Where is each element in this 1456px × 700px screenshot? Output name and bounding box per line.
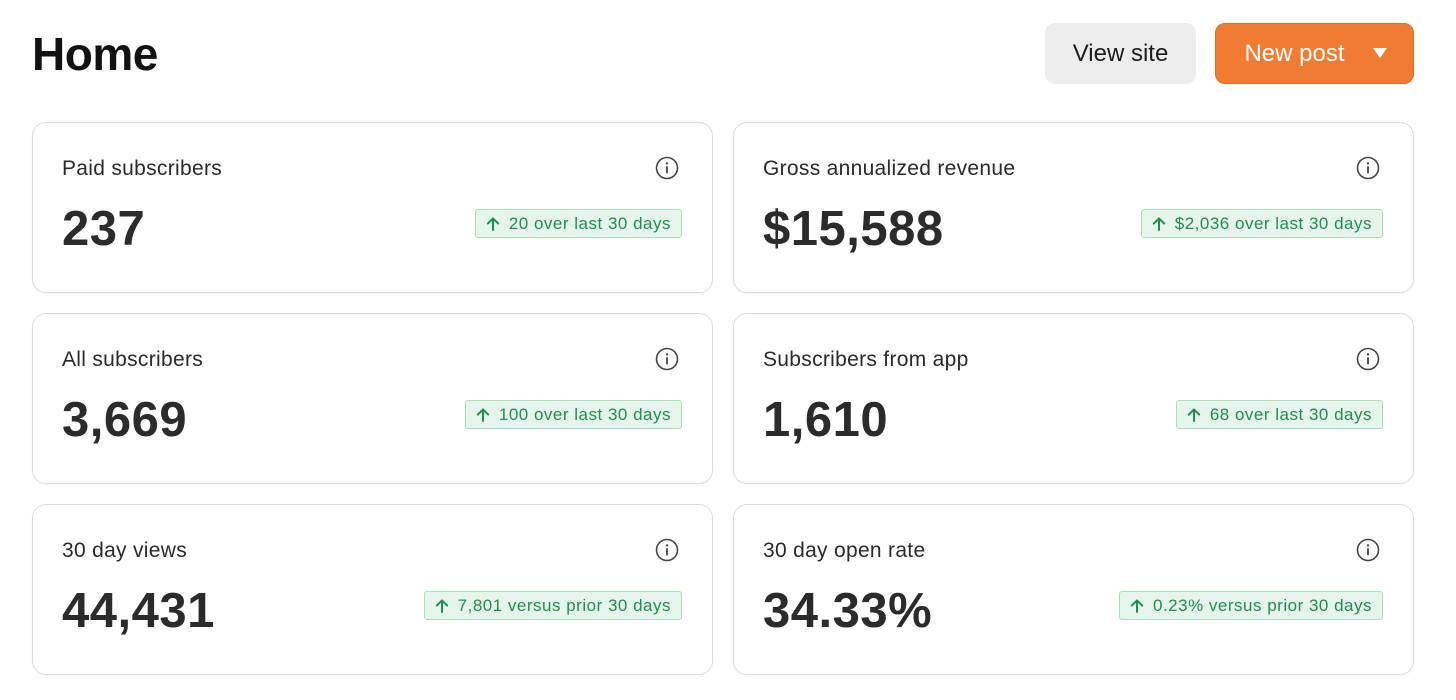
info-icon[interactable] [655,156,679,180]
info-icon[interactable] [655,347,679,371]
trend-badge: 7,801 versus prior 30 days [423,591,682,620]
new-post-button[interactable]: New post [1215,23,1414,84]
arrow-up-icon [1130,598,1144,613]
trend-text: 20 over last 30 days [508,213,671,233]
stat-value: $15,588 [763,202,944,256]
stat-label: Paid subscribers [62,157,223,180]
stats-grid: Paid subscribers 237 20 over last 30 day… [32,122,1414,675]
arrow-up-icon [476,407,490,422]
stat-label: 30 day views [62,539,187,562]
trend-badge: 20 over last 30 days [474,209,682,238]
header-actions: View site New post [1045,23,1414,84]
trend-badge: 0.23% versus prior 30 days [1119,591,1383,620]
caret-down-icon[interactable] [1372,47,1387,58]
arrow-up-icon [486,216,500,231]
stat-label: All subscribers [62,348,204,371]
new-post-label: New post [1244,39,1345,67]
stat-card-paid-subscribers: Paid subscribers 237 20 over last 30 day… [32,122,713,293]
stat-value: 3,669 [62,393,188,447]
stat-value: 1,610 [763,393,889,447]
stat-card-gross-annualized-revenue: Gross annualized revenue $15,588 $2,036 … [733,122,1414,293]
stat-label: Gross annualized revenue [763,157,1016,180]
arrow-up-icon [1187,407,1201,422]
stat-card-all-subscribers: All subscribers 3,669 100 over last 30 d… [32,313,713,484]
trend-badge: 68 over last 30 days [1175,400,1383,429]
view-site-button[interactable]: View site [1045,23,1196,84]
stat-card-subscribers-from-app: Subscribers from app 1,610 68 over last … [733,313,1414,484]
trend-badge: $2,036 over last 30 days [1140,209,1383,238]
trend-text: $2,036 over last 30 days [1174,213,1372,233]
stat-card-30-day-views: 30 day views 44,431 7,801 versus prior 3… [32,504,713,675]
info-icon[interactable] [1356,156,1380,180]
info-icon[interactable] [1356,538,1380,562]
arrow-up-icon [1152,216,1165,231]
stat-value: 34.33% [763,584,933,638]
trend-text: 0.23% versus prior 30 days [1153,595,1372,615]
stat-label: Subscribers from app [763,348,969,371]
trend-badge: 100 over last 30 days [464,400,682,429]
stat-value: 237 [62,202,146,256]
page-title: Home [32,28,158,80]
trend-text: 68 over last 30 days [1209,404,1372,424]
info-icon[interactable] [655,538,679,562]
trend-text: 7,801 versus prior 30 days [457,595,671,615]
arrow-up-icon [435,598,448,613]
page-header: Home View site New post [32,22,1414,86]
trend-text: 100 over last 30 days [498,404,671,424]
info-icon[interactable] [1356,347,1380,371]
stat-label: 30 day open rate [763,539,926,562]
stat-card-30-day-open-rate: 30 day open rate 34.33% 0.23% versus pri… [733,504,1414,675]
stat-value: 44,431 [62,584,215,638]
